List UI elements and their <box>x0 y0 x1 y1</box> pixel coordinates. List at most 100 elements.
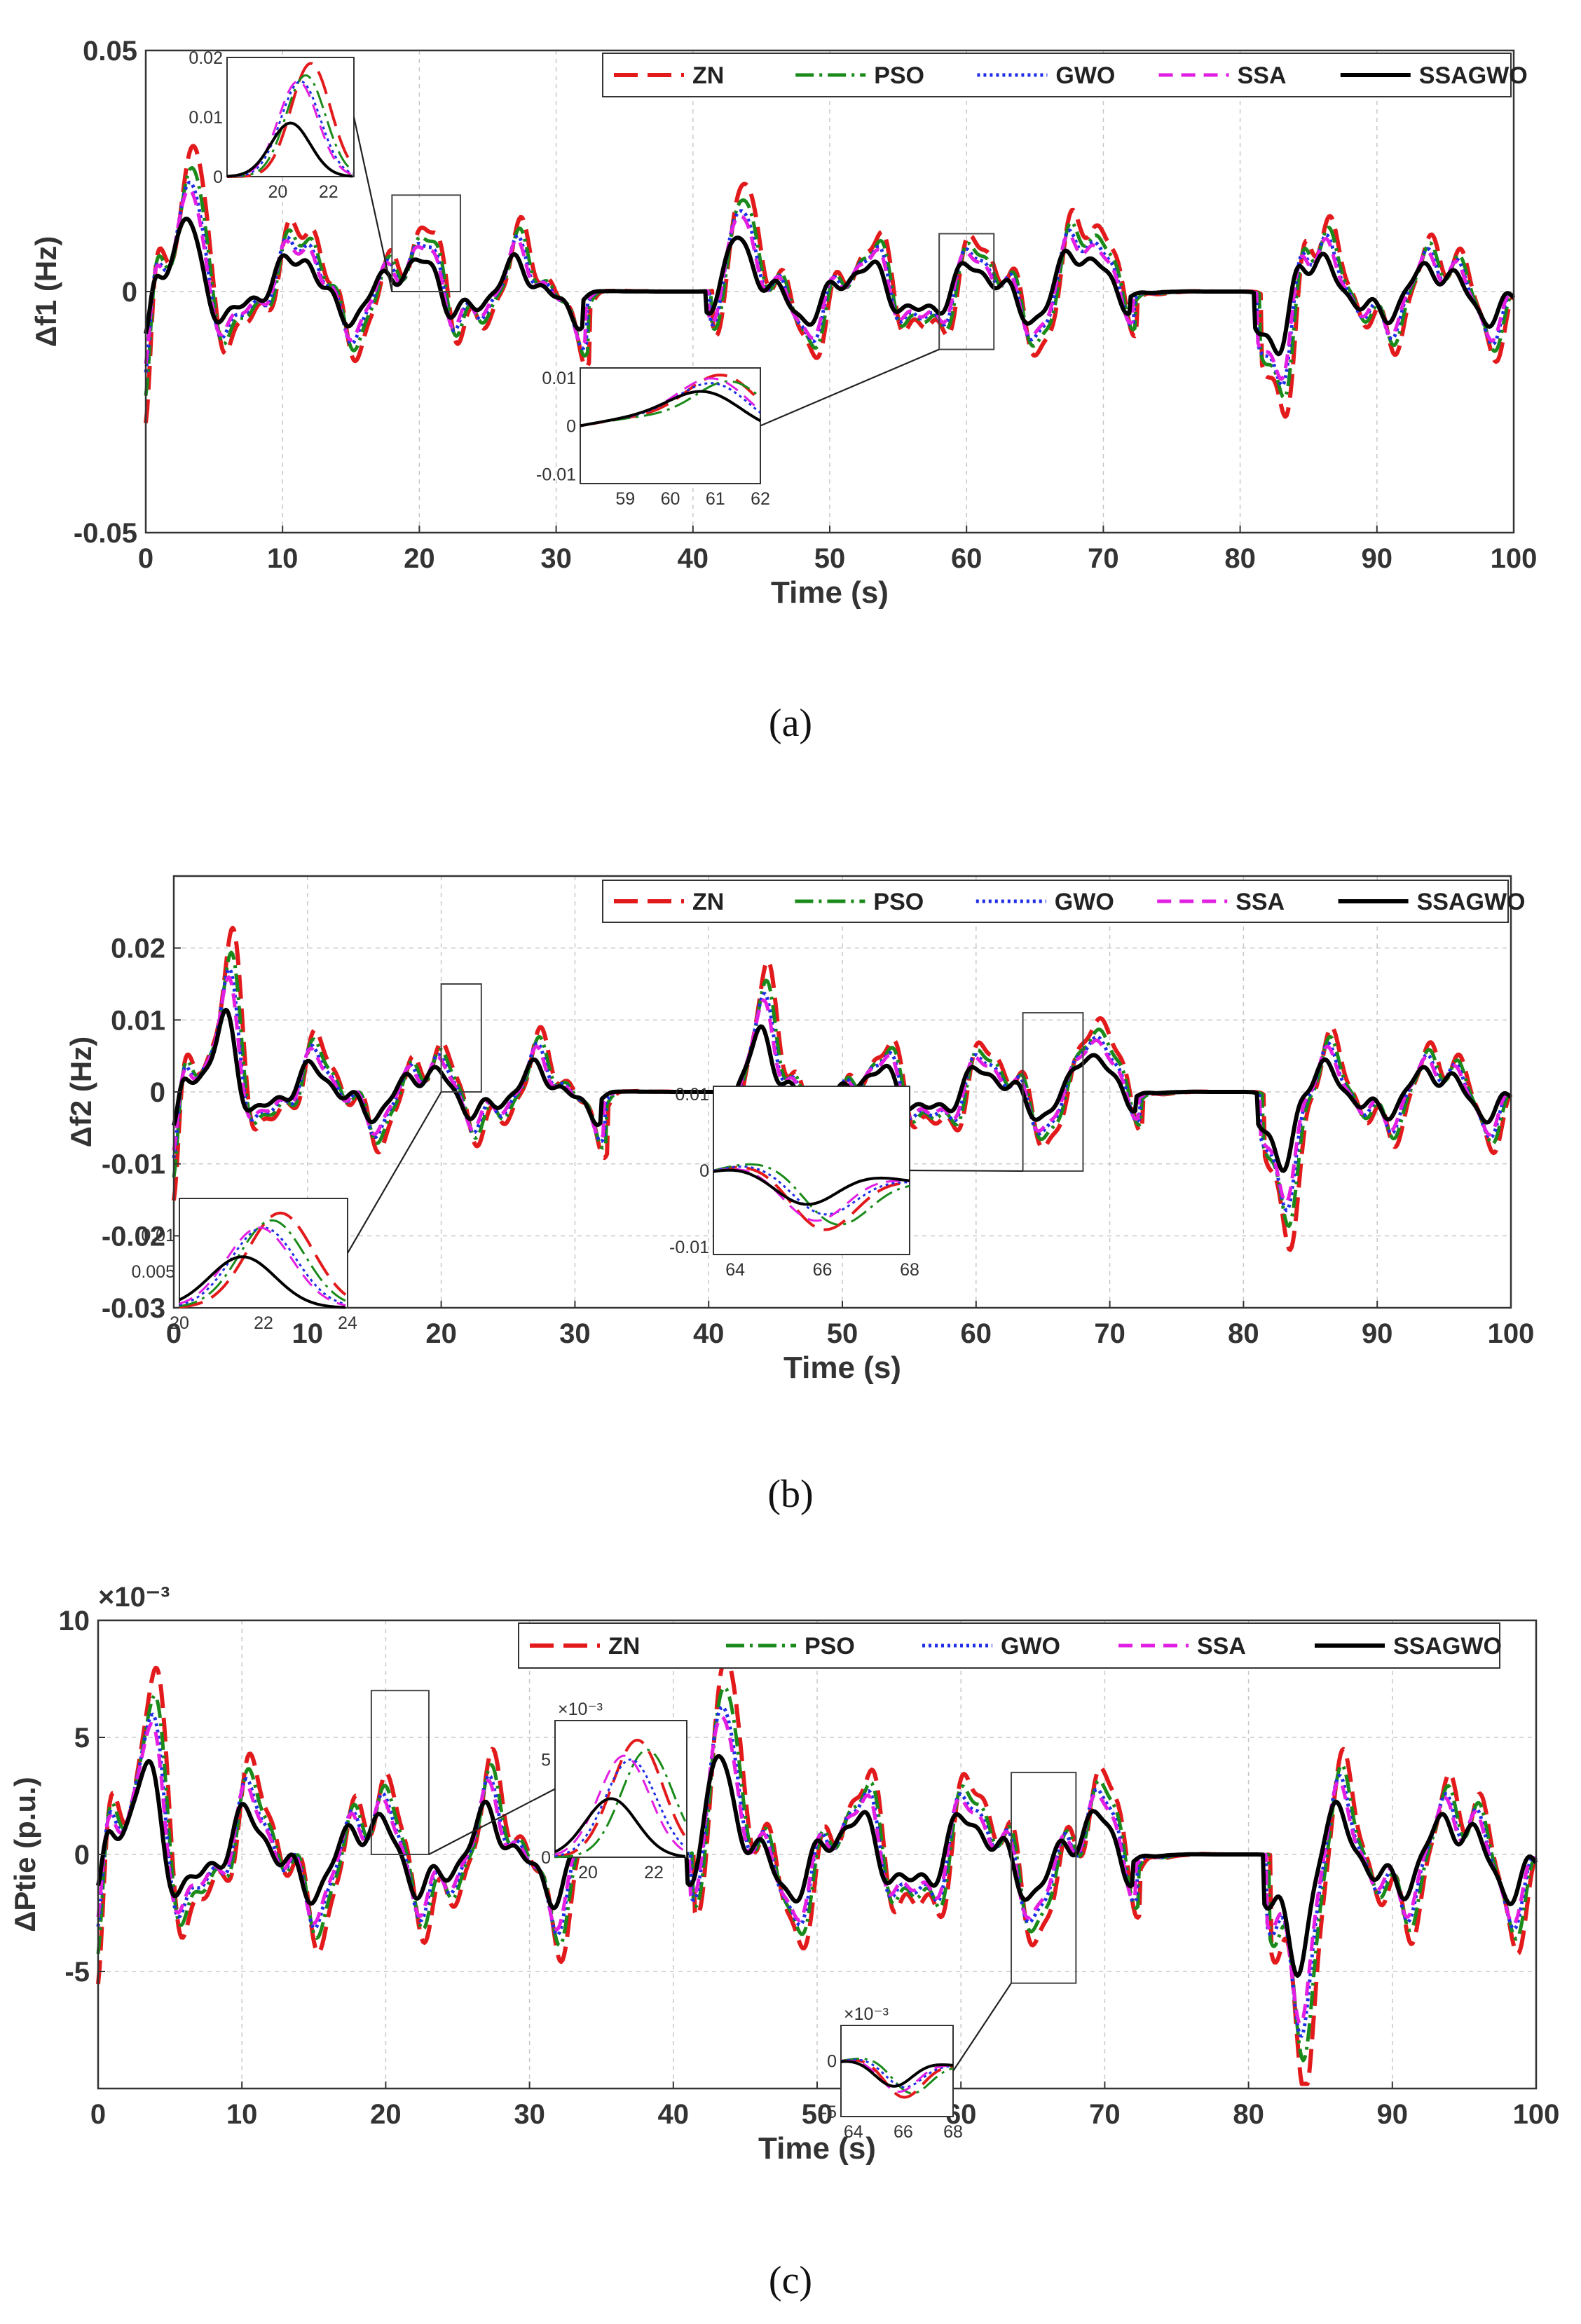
inset-series-pso <box>554 1749 687 1859</box>
series-line-pso <box>144 166 1514 400</box>
y-tick-label: 10 <box>59 1606 90 1636</box>
zoom-arrow <box>760 348 940 427</box>
x-tick-label: 30 <box>540 543 572 574</box>
legend: ZN PSO GWO SSA SSAGWO <box>602 53 1528 97</box>
panel-caption: (c) <box>769 2259 812 2302</box>
inset-series-ssagwo <box>840 2060 954 2088</box>
y-axis-label: ΔPtie (p.u.) <box>8 1777 41 1932</box>
inset-1: 20 22 24 0.005 0.01 <box>131 983 482 1333</box>
series-line-ssagwo <box>96 1754 1538 1978</box>
inset-x-tick-label: 68 <box>943 2122 963 2142</box>
zoom-arrow <box>952 1983 1012 2072</box>
inset-2: 59 60 61 62 -0.01 0 0.01 <box>536 233 995 509</box>
x-tick-label: 20 <box>370 2099 402 2130</box>
inset-y-tick-label: 0.005 <box>131 1262 175 1282</box>
x-tick-label: 30 <box>559 1318 591 1349</box>
inset-series-zn <box>713 1166 910 1231</box>
inset-series-ssagwo <box>580 390 761 428</box>
y-tick-label: 0 <box>122 277 137 308</box>
y-axis-label: Δf1 (Hz) <box>29 236 62 348</box>
zoom-arrow <box>909 1169 1023 1173</box>
x-axis-label: Time (s) <box>758 2131 876 2166</box>
x-tick-label: 0 <box>138 543 153 574</box>
zoom-region-box <box>391 194 461 292</box>
series-line-gwo <box>144 180 1515 388</box>
inset-exponent-label: ×10⁻³ <box>558 1700 603 1719</box>
zoom-arrow <box>347 1091 442 1254</box>
inset-x-tick-label: 24 <box>338 1313 357 1333</box>
inset-x-tick-label: 64 <box>844 2122 863 2142</box>
x-tick-label: 50 <box>802 2099 833 2130</box>
y-tick-label: -5 <box>64 1957 90 1988</box>
y-tick-label: 0.01 <box>111 1005 165 1036</box>
x-tick-label: 40 <box>678 543 709 574</box>
zoom-arrow <box>428 1788 556 1855</box>
x-tick-label: 50 <box>827 1318 858 1349</box>
inset-series-ssa <box>713 1168 910 1222</box>
y-tick-label: 0 <box>74 1840 90 1871</box>
x-tick-label: 30 <box>514 2099 545 2130</box>
panel-caption: (b) <box>767 1472 813 1516</box>
inset-y-tick-label: 0 <box>541 1848 551 1868</box>
inset-y-tick-label: 0 <box>213 168 223 187</box>
legend: ZN PSO GWO SSA SSAGWO <box>518 1622 1502 1669</box>
series-group <box>172 925 1513 1252</box>
inset-x-tick-label: 68 <box>900 1260 919 1280</box>
legend-label-gwo: GWO <box>1055 62 1115 89</box>
inset-x-tick-label: 20 <box>578 1863 598 1882</box>
x-axis-label: Time (s) <box>783 1351 901 1385</box>
series-line-ssagwo <box>144 217 1516 357</box>
series-group <box>96 1655 1538 2086</box>
inset-x-tick-label: 22 <box>644 1863 664 1882</box>
inset-y-tick-label: -0.01 <box>536 465 576 484</box>
x-tick-label: 80 <box>1228 1318 1259 1349</box>
inset-series-ssa <box>179 1226 346 1306</box>
inset-x-tick-label: 66 <box>894 2122 913 2142</box>
y-tick-label: 0.02 <box>111 934 165 964</box>
inset-exponent-label: ×10⁻³ <box>844 2004 889 2024</box>
inset-series-zn <box>554 1738 687 1858</box>
inset-y-tick-label: 0.01 <box>542 369 576 388</box>
legend-label-ssa: SSA <box>1238 62 1287 89</box>
inset-series-zn <box>179 1211 347 1308</box>
series-group <box>144 144 1516 424</box>
legend-label-ssagwo: SSAGWO <box>1393 1633 1502 1660</box>
legend-label-zn: ZN <box>692 62 724 89</box>
inset-series-gwo <box>554 1758 686 1857</box>
x-tick-label: 0 <box>90 2099 106 2130</box>
inset-2: 64 66 68 -5 0 ×10⁻³ <box>821 1772 1077 2142</box>
x-tick-label: 70 <box>1089 2099 1121 2130</box>
inset-x-tick-label: 60 <box>661 489 680 509</box>
legend-label-zn: ZN <box>608 1633 640 1660</box>
y-tick-label: -0.03 <box>102 1293 165 1324</box>
x-tick-label: 70 <box>1094 1318 1125 1349</box>
inset-y-tick-label: 0.01 <box>675 1085 709 1105</box>
inset-x-tick-label: 20 <box>268 182 287 202</box>
inset-2: 64 66 68 -0.01 0 0.01 <box>669 1012 1084 1280</box>
legend-label-zn: ZN <box>692 889 724 915</box>
x-tick-label: 100 <box>1513 2099 1560 2130</box>
x-tick-label: 90 <box>1362 543 1393 574</box>
inset-frame <box>179 1198 348 1308</box>
inset-y-tick-label: -0.01 <box>669 1238 709 1257</box>
inset-series-gwo <box>179 1226 346 1306</box>
inset-series-zn <box>227 62 354 178</box>
inset-x-tick-label: 59 <box>615 489 635 509</box>
y-tick-label: -0.02 <box>102 1221 165 1252</box>
inset-series-zn <box>840 2058 954 2099</box>
legend-label-gwo: GWO <box>1001 1633 1060 1660</box>
legend: ZN PSO GWO SSA SSAGWO <box>602 880 1526 923</box>
inset-series-gwo <box>226 80 353 178</box>
series-line-pso <box>172 950 1512 1228</box>
zoom-region-box <box>440 983 482 1093</box>
inset-series-ssagwo <box>554 1797 685 1858</box>
zoom-region-box <box>370 1690 430 1855</box>
inset-x-tick-label: 20 <box>170 1313 189 1333</box>
series-line-zn <box>172 925 1513 1252</box>
inset-x-tick-label: 61 <box>706 489 725 509</box>
legend-label-pso: PSO <box>873 889 924 915</box>
x-tick-label: 50 <box>814 543 846 574</box>
legend-label-ssa: SSA <box>1236 889 1285 915</box>
